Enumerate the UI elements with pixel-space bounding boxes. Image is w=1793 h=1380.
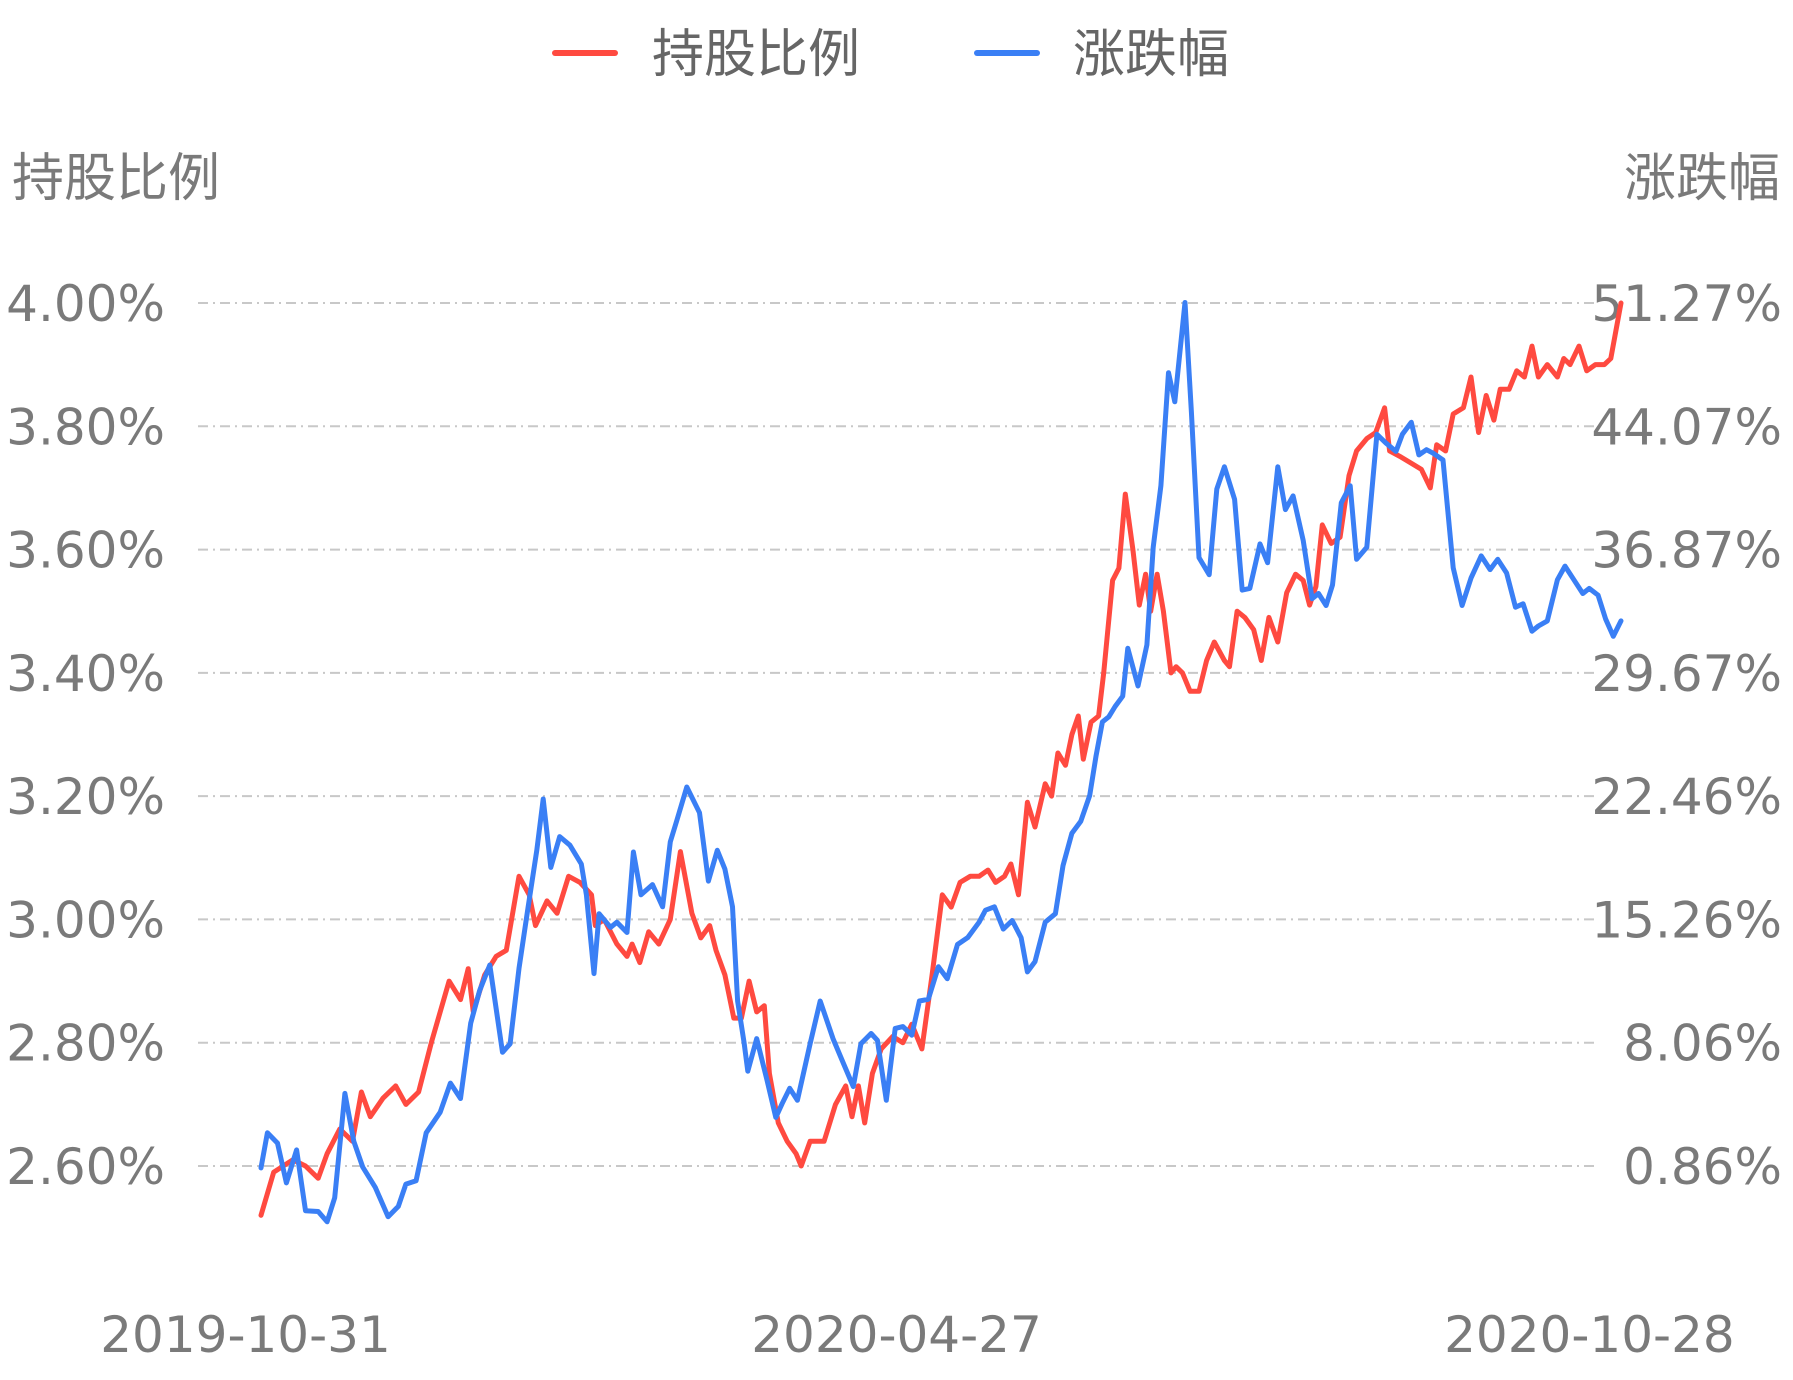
left-axis-tick-label: 3.80% — [6, 398, 165, 456]
left-axis-tick-label: 3.00% — [6, 891, 165, 949]
legend: 持股比例 涨跌幅 — [552, 25, 1229, 85]
legend-item-change-rate[interactable]: 涨跌幅 — [974, 25, 1229, 85]
right-axis-tick-label: 44.07% — [1591, 398, 1782, 456]
legend-item-holding-ratio[interactable]: 持股比例 — [552, 25, 860, 85]
x-axis-tick-label: 2019-10-31 — [100, 1306, 391, 1364]
right-axis-tick-label: 36.87% — [1591, 522, 1782, 580]
right-axis-tick-label: 29.67% — [1591, 645, 1782, 703]
x-axis-tick-label: 2020-10-28 — [1444, 1306, 1735, 1364]
left-axis-title: 持股比例 — [12, 149, 220, 209]
right-axis-tick-label: 15.26% — [1591, 891, 1782, 949]
legend-label-holding-ratio: 持股比例 — [652, 25, 860, 85]
grid-lines — [198, 302, 1595, 1167]
left-axis-ticks: 2.60% 2.80% 3.00% 3.20% 3.40% 3.60% 3.80% 4.00% — [6, 275, 165, 1196]
left-axis-tick-label: 3.40% — [6, 645, 165, 703]
left-axis-tick-label: 4.00% — [6, 275, 165, 333]
left-axis-tick-label: 3.20% — [6, 768, 165, 826]
right-axis-tick-label: 22.46% — [1591, 768, 1782, 826]
right-axis-tick-label: 0.86% — [1623, 1138, 1782, 1196]
series-line-change-rate — [258, 300, 1624, 1225]
right-axis-title: 涨跌幅 — [1624, 149, 1780, 209]
x-axis-tick-label: 2020-04-27 — [751, 1306, 1042, 1364]
legend-label-change-rate: 涨跌幅 — [1073, 25, 1229, 85]
right-axis-tick-label: 8.06% — [1623, 1015, 1782, 1073]
x-axis-ticks: 2019-10-31 2020-04-27 2020-10-28 — [100, 1306, 1734, 1364]
left-axis-tick-label: 2.60% — [6, 1138, 165, 1196]
series-line-holding-ratio — [258, 300, 1624, 1218]
right-axis-ticks: 0.86% 8.06% 15.26% 22.46% 29.67% 36.87% 44.07%… — [1591, 275, 1782, 1196]
left-axis-tick-label: 3.60% — [6, 522, 165, 580]
left-axis-tick-label: 2.80% — [6, 1015, 165, 1073]
